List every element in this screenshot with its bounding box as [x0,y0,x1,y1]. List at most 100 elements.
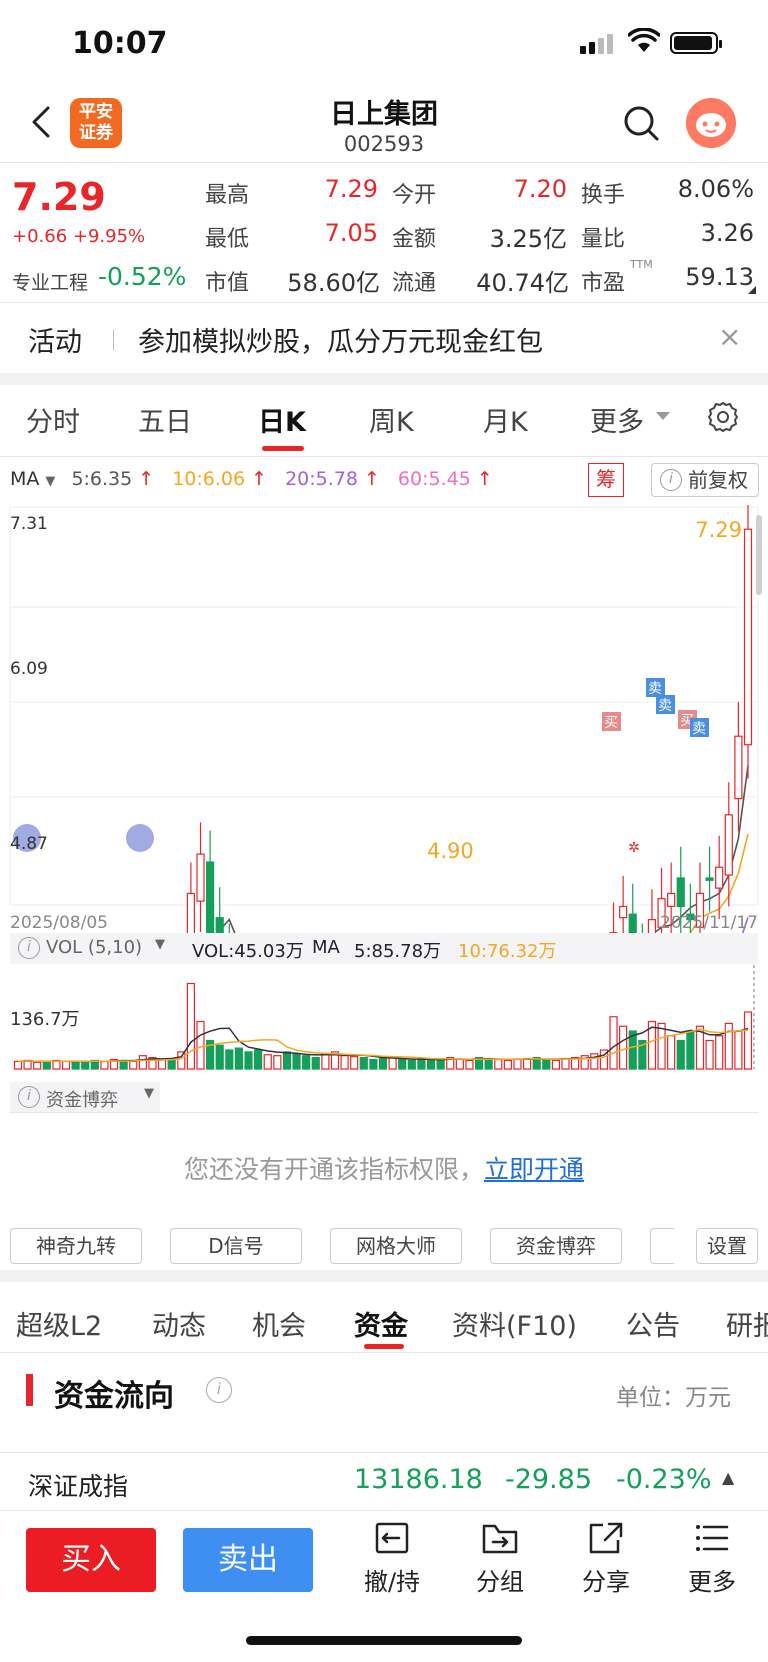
banner-close-button[interactable]: × [718,320,742,353]
volume-bar [580,1055,589,1070]
ma20-arrow-icon: ↑ [363,468,380,490]
volume-bar [619,1025,628,1070]
header-divider [0,162,768,163]
sell-signal-mark [656,695,675,714]
index-change: -29.85 [505,1464,593,1495]
activity-banner[interactable] [0,303,768,373]
volume-bar [369,1058,378,1070]
more-dropdown-icon[interactable] [656,412,670,420]
adjust-mode-button[interactable]: i 前复权 [651,463,759,497]
index-toggle-icon[interactable]: ▲ [722,1468,735,1487]
tab-more[interactable]: 更多 [590,407,644,438]
tab-news[interactable]: 动态 [152,1311,206,1342]
y-axis-top: 7.31 [10,514,48,534]
info-icon: i [660,469,682,491]
pe-label: 市盈 [581,271,626,296]
sector-label[interactable]: 专业工程 [12,272,89,294]
volume-bar [263,1054,272,1070]
buy-button[interactable]: 买入 [26,1528,156,1592]
volume-bar [13,1060,23,1070]
indicator-partial[interactable] [650,1228,674,1264]
info-tabs-divider [0,1352,768,1353]
volume-bar [638,1039,647,1070]
kline-chart[interactable]: 买 卖 卖 买 卖 ✲ 7.31 6.09 4.87 7.29 4.90 202… [0,505,768,933]
volume-bar [398,1058,407,1070]
volume-bar [676,1039,685,1070]
activate-link[interactable]: 立即开通 [484,1155,585,1184]
tab-f10[interactable]: 资料(F10) [452,1311,577,1342]
assistant-avatar-icon[interactable] [686,98,736,148]
ma-legend[interactable]: MA ▼ 5:6.35 ↑ 10:6.06 ↑ 20:5.78 ↑ 60:5.45 ↑ [10,468,499,490]
tab-monthly-k[interactable]: 月K [483,407,528,438]
volume-bar [330,1051,340,1070]
adjust-mode-label: 前复权 [688,468,748,492]
volume-bar [474,1056,484,1070]
share-button[interactable]: 分享 [566,1520,646,1597]
y-axis-mid: 6.09 [10,659,48,679]
section-gap [0,1270,768,1282]
sell-button[interactable]: 卖出 [183,1528,313,1592]
tab-opportunity[interactable]: 机会 [252,1311,306,1342]
cancel-hold-button[interactable]: 撤/持 [352,1520,432,1597]
volume-bar [503,1059,512,1070]
price-change: +0.66 +9.95% [12,226,146,247]
volume-bar [206,1039,215,1070]
tab-research[interactable]: 研报 [726,1311,768,1340]
banner-text[interactable]: 参加模拟炒股，瓜分万元现金红包 [138,327,543,358]
tab-daily-k[interactable]: 日K [258,407,306,438]
ma60-value: 60:5.45 [397,468,471,490]
candle-body [686,913,695,921]
more-button[interactable]: 更多 [672,1520,752,1597]
market-cap-value: 58.60亿 [287,269,380,297]
sell-signal-mark [690,718,709,737]
fund-game-dropdown-icon[interactable]: ▼ [144,1086,154,1101]
indicator-d-signal[interactable]: D信号 [170,1228,302,1264]
indicator-fund-game[interactable]: 资金博弈 [490,1228,622,1264]
withdraw-icon [375,1522,409,1554]
tab-five-day[interactable]: 五日 [138,407,192,438]
ma-label: MA [10,468,40,490]
index-name[interactable]: 深证成指 [28,1472,129,1501]
volume-bar [542,1058,551,1070]
volume-bar [61,1060,71,1070]
volume-bar [551,1059,560,1070]
volume-bar [350,1056,359,1070]
back-button[interactable] [22,102,62,142]
tab-intraday[interactable]: 分时 [26,407,80,438]
info-icon[interactable]: i [206,1377,232,1403]
active-tab-indicator [262,446,304,451]
gear-icon[interactable] [706,400,740,434]
ma-dropdown-icon[interactable]: ▼ [45,474,56,489]
tab-capital[interactable]: 资金 [354,1311,408,1342]
group-button[interactable]: 分组 [460,1520,540,1597]
ma5-arrow-icon: ↑ [138,468,155,490]
fund-game-legend[interactable]: i 资金博弈 ▼ [10,1082,160,1112]
expand-quote-icon[interactable] [748,286,756,294]
sector-change[interactable]: -0.52% [98,262,187,291]
market-cap-label: 市值 [205,271,250,296]
legend-divider [10,1112,758,1113]
volume-bar [225,1049,234,1070]
volume-bar [609,1016,618,1070]
indicator-settings-button[interactable]: 设置 [696,1228,758,1264]
tab-weekly-k[interactable]: 周K [369,407,414,438]
tab-announcements[interactable]: 公告 [626,1311,680,1342]
vol-dropdown-icon[interactable]: ▼ [155,937,165,952]
folder-icon [482,1524,518,1554]
volume-bar [302,1055,311,1070]
indicator-nine-turn[interactable]: 神奇九转 [10,1228,142,1264]
volume-bar [465,1059,474,1070]
chip-distribution-button[interactable]: 筹 [588,463,624,497]
volume-chart[interactable]: 136.7万 [0,963,768,1081]
candle-body [743,528,753,746]
quote-divider [0,302,768,303]
volume-bar [109,1058,119,1070]
ma10-arrow-icon: ↑ [251,468,268,490]
volume-bar [513,1058,522,1070]
search-icon[interactable] [622,104,660,142]
low-price-label: 4.90 [427,839,474,863]
tab-super-l2[interactable]: 超级L2 [16,1311,103,1342]
volume-legend[interactable]: i VOL (5,10) ▼ VOL:45.03万 MA 5:85.78万 10… [10,933,758,963]
active-info-tab-indicator [364,1344,404,1349]
indicator-grid-master[interactable]: 网格大师 [330,1228,462,1264]
